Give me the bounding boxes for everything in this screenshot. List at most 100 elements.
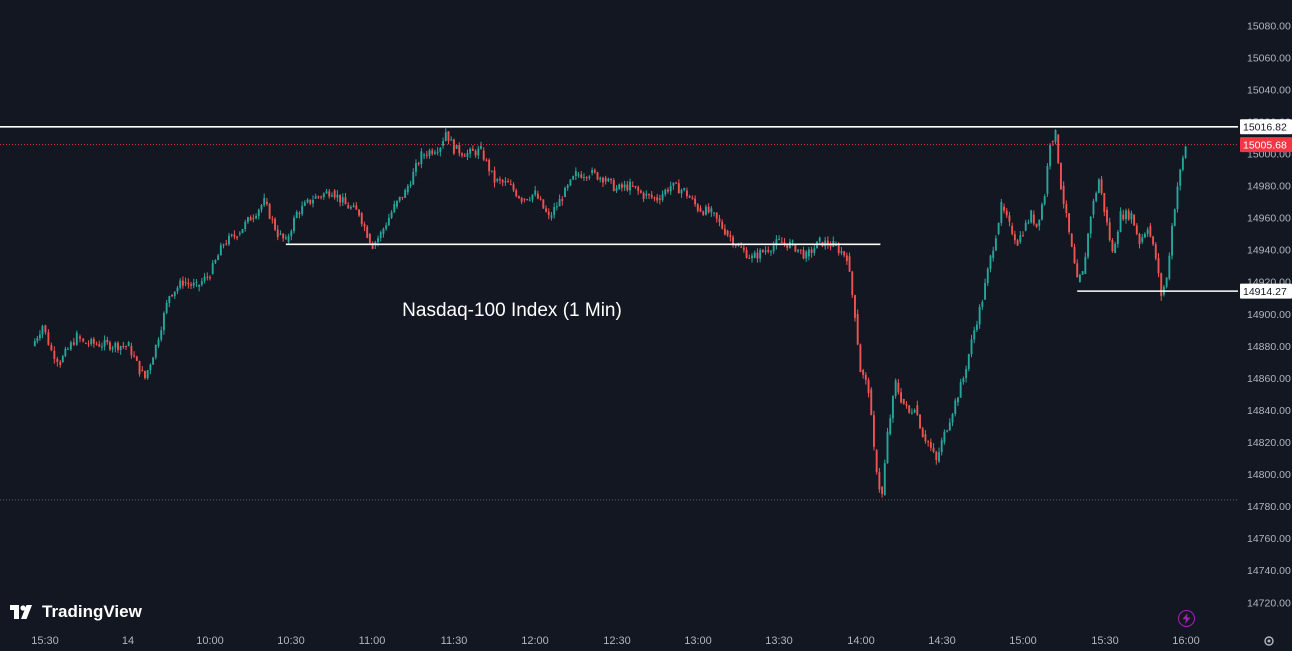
- candle-up: [119, 346, 122, 351]
- candle-down: [98, 344, 101, 347]
- candle-up: [574, 171, 577, 177]
- candle-down: [1160, 273, 1163, 297]
- candle-up: [314, 196, 317, 199]
- candle-down: [780, 241, 783, 243]
- candle-up: [241, 229, 244, 234]
- candle-down: [50, 344, 53, 351]
- candle-up: [886, 431, 889, 464]
- candle-down: [499, 179, 501, 181]
- candle-down: [699, 208, 702, 212]
- candle-up: [127, 342, 130, 347]
- candle-up: [954, 400, 957, 414]
- candle-down: [206, 276, 209, 278]
- candle-up: [1095, 192, 1098, 201]
- candle-down: [130, 346, 133, 356]
- candle-down: [539, 198, 542, 200]
- candle-up: [978, 306, 981, 325]
- candle-down: [72, 342, 75, 345]
- candle-up: [162, 312, 165, 331]
- candle-up: [1171, 225, 1173, 256]
- candle-down: [902, 398, 905, 404]
- candle-down: [1016, 240, 1019, 246]
- candle-down: [507, 181, 510, 183]
- candle-down: [425, 154, 428, 156]
- candle-up: [195, 282, 198, 284]
- candle-up: [420, 151, 423, 165]
- candle-up: [1125, 210, 1127, 220]
- candle-down: [1135, 225, 1138, 235]
- candle-down: [596, 172, 599, 180]
- candle-down: [523, 198, 526, 200]
- candle-down: [1122, 214, 1125, 220]
- price-tick-label: 14940.00: [1247, 245, 1291, 257]
- candle-up: [200, 281, 203, 285]
- candle-down: [881, 487, 884, 494]
- candle-up: [759, 249, 762, 259]
- candle-down: [650, 194, 653, 198]
- candle-up: [1027, 222, 1030, 224]
- candle-up: [1019, 235, 1022, 242]
- time-tick-label: 11:30: [441, 635, 468, 647]
- candle-down: [1062, 185, 1065, 204]
- candle-down: [82, 338, 85, 342]
- candle-up: [64, 348, 67, 357]
- candle-down: [138, 360, 141, 375]
- candle-down: [1154, 244, 1157, 259]
- candle-down: [783, 242, 786, 244]
- candle-up: [477, 148, 480, 156]
- candle-down: [109, 342, 111, 350]
- candle-down: [631, 185, 634, 187]
- candle-up: [69, 342, 72, 350]
- candle-down: [417, 163, 420, 165]
- candle-up: [713, 212, 716, 214]
- candle-up: [244, 221, 247, 230]
- candle-up: [385, 225, 388, 229]
- candle-up: [1114, 243, 1117, 254]
- candle-up: [1000, 201, 1003, 223]
- candle-up: [753, 252, 756, 258]
- candle-down: [1011, 225, 1014, 235]
- candle-down: [677, 183, 680, 194]
- candle-up: [1179, 169, 1182, 186]
- candle-down: [431, 150, 434, 154]
- candle-down: [637, 187, 640, 191]
- gear-icon[interactable]: [1263, 635, 1275, 647]
- candle-up: [1144, 233, 1146, 238]
- candle-up: [439, 148, 442, 152]
- candle-down: [485, 159, 488, 161]
- time-tick-label: 13:00: [684, 635, 712, 647]
- candle-up: [891, 396, 894, 419]
- time-tick-label: 13:30: [765, 635, 793, 647]
- candle-up: [387, 217, 390, 226]
- tradingview-logo-icon: [10, 604, 36, 620]
- price-tick-label: 14740.00: [1247, 565, 1291, 577]
- candle-up: [390, 212, 393, 218]
- candle-up: [1089, 216, 1092, 234]
- candle-up: [36, 338, 39, 341]
- candle-down: [358, 209, 360, 216]
- price-tick-label: 15080.00: [1247, 20, 1291, 32]
- price-tick-label: 14780.00: [1247, 501, 1291, 513]
- candle-down: [919, 414, 921, 429]
- candle-up: [889, 418, 892, 435]
- candle-down: [740, 246, 743, 248]
- candle-down: [916, 405, 919, 415]
- candle-down: [368, 233, 371, 243]
- candle-up: [1173, 209, 1176, 226]
- candle-down: [236, 236, 239, 238]
- candle-down: [515, 190, 518, 197]
- candle-up: [577, 174, 580, 176]
- price-tick-label: 15040.00: [1247, 84, 1291, 96]
- lightning-bolt-icon[interactable]: [1178, 610, 1195, 627]
- candle-up: [623, 184, 626, 188]
- candle-down: [634, 186, 637, 188]
- candle-up: [770, 251, 772, 253]
- candle-down: [856, 314, 859, 345]
- candle-down: [610, 178, 613, 180]
- candle-up: [1146, 229, 1149, 234]
- candle-up: [910, 412, 913, 414]
- candle-down: [1005, 210, 1008, 216]
- candle-up: [409, 184, 412, 187]
